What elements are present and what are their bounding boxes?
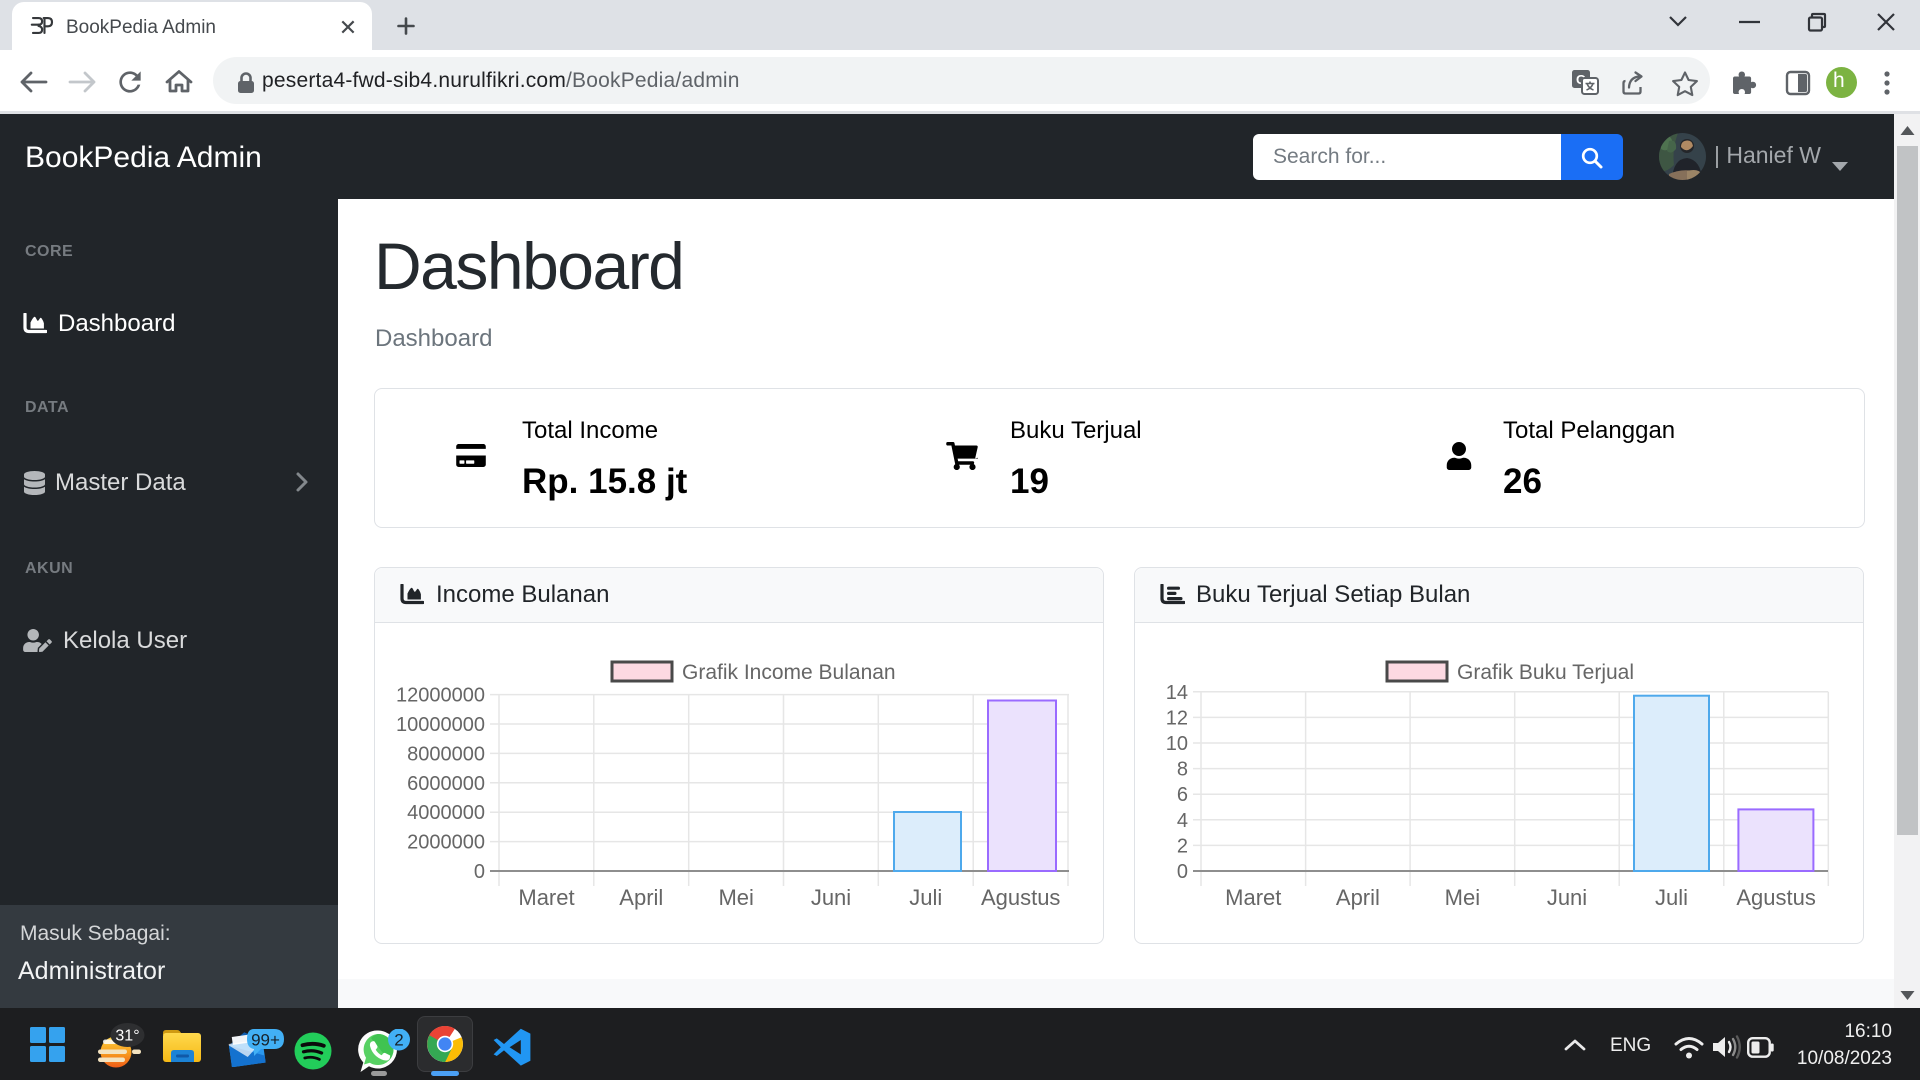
svg-text:12000000: 12000000 xyxy=(396,685,485,707)
svg-text:April: April xyxy=(619,885,663,910)
svg-text:G: G xyxy=(1576,72,1586,87)
svg-text:8000000: 8000000 xyxy=(407,743,485,765)
svg-text:2000000: 2000000 xyxy=(407,832,485,854)
svg-text:10000000: 10000000 xyxy=(396,714,485,736)
svg-text:0: 0 xyxy=(1177,861,1188,883)
svg-text:10: 10 xyxy=(1166,733,1188,755)
svg-text:2: 2 xyxy=(394,1031,403,1050)
svg-text:Mei: Mei xyxy=(1445,885,1480,910)
svg-text:April: April xyxy=(1336,885,1380,910)
svg-text:Mei: Mei xyxy=(718,885,753,910)
svg-text:99+: 99+ xyxy=(251,1031,280,1050)
svg-text:Juni: Juni xyxy=(1547,885,1587,910)
svg-text:4000000: 4000000 xyxy=(407,802,485,824)
svg-text:Agustus: Agustus xyxy=(1736,885,1816,910)
svg-text:6000000: 6000000 xyxy=(407,773,485,795)
svg-text:4: 4 xyxy=(1177,810,1188,832)
svg-text:6: 6 xyxy=(1177,784,1188,806)
svg-text:12: 12 xyxy=(1166,707,1188,729)
svg-text:14: 14 xyxy=(1166,682,1188,704)
svg-text:0: 0 xyxy=(474,861,485,883)
svg-text:Maret: Maret xyxy=(1225,885,1281,910)
svg-text:Grafik Buku Terjual: Grafik Buku Terjual xyxy=(1457,661,1634,684)
svg-text:8: 8 xyxy=(1177,759,1188,781)
svg-text:Juni: Juni xyxy=(811,885,851,910)
svg-text:Juli: Juli xyxy=(909,885,942,910)
svg-text:Maret: Maret xyxy=(518,885,574,910)
svg-text:2: 2 xyxy=(1177,835,1188,857)
svg-text:Juli: Juli xyxy=(1655,885,1688,910)
svg-text:Grafik Income Bulanan: Grafik Income Bulanan xyxy=(682,661,896,684)
svg-text:31°: 31° xyxy=(115,1028,139,1045)
svg-text:Agustus: Agustus xyxy=(981,885,1060,910)
